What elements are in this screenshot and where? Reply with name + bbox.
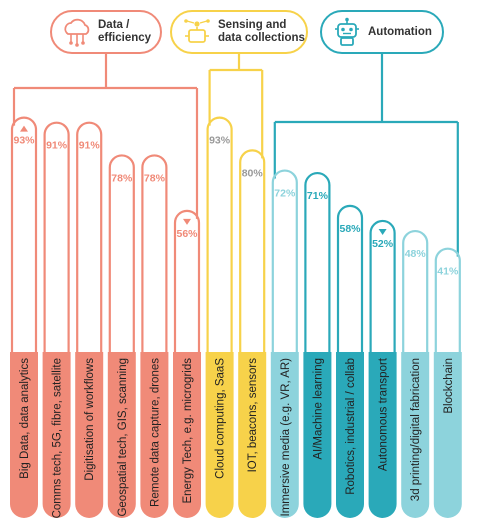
bar	[141, 154, 168, 352]
category-label: Big Data, data analytics	[19, 358, 31, 479]
group-pill-sensing: Sensing and data collections	[170, 10, 308, 54]
bar-value-label: 78%	[144, 172, 166, 184]
category-label: Autonomous transport	[378, 357, 390, 471]
bar-label-box	[368, 352, 397, 518]
bar	[43, 121, 70, 352]
category-label: Robotics, industrial / collab	[345, 358, 357, 495]
bar-value-label: 93%	[13, 135, 35, 147]
bar-label-box	[401, 352, 430, 518]
bar-value-label: 71%	[307, 190, 329, 202]
robot-icon	[335, 17, 359, 46]
arrow-down-icon	[183, 218, 191, 225]
bar-label-box	[336, 352, 364, 518]
bar-value-label: 93%	[209, 135, 231, 147]
bar-value-label: 52%	[372, 238, 394, 250]
group-pill-automation: Automation	[320, 10, 444, 54]
bar	[239, 149, 266, 352]
bar	[402, 229, 429, 352]
bar-value-label: 41%	[437, 266, 459, 278]
bar-value-label: 80%	[242, 167, 264, 179]
category-label: Energy Tech, e.g. microgrids	[182, 358, 194, 504]
bar-value-label: 58%	[339, 223, 361, 235]
category-label: IOT, beacons, sensors	[247, 358, 259, 473]
bar	[206, 116, 233, 352]
category-label: Geospatial tech, GIS, scanning	[117, 358, 129, 517]
bar	[10, 116, 38, 352]
bar	[108, 154, 135, 352]
category-label: 3d printing/digital fabrication	[410, 358, 422, 501]
bar-value-label: 91%	[46, 140, 68, 152]
group-label-automation: Automation	[368, 25, 432, 38]
bar-label-box	[270, 352, 299, 518]
group-label-sensing: Sensing and data collections	[218, 19, 305, 44]
bar-label-box	[303, 352, 332, 518]
cloud-network-icon	[64, 18, 90, 47]
bar-label-box	[173, 352, 201, 518]
category-label: Blockchain	[443, 358, 455, 414]
category-label: Immersive media (e.g. VR, AR)	[280, 358, 292, 517]
bar	[434, 247, 461, 352]
category-label: Remote data capture, drones	[149, 358, 161, 507]
category-label: Cloud computing, SaaS	[215, 358, 227, 479]
bar	[336, 204, 364, 352]
bar-label-box	[238, 352, 267, 519]
arrow-down-icon	[378, 228, 387, 235]
bar-label-box	[205, 352, 234, 518]
bar-label-box	[42, 352, 71, 518]
bar	[271, 169, 298, 352]
group-pill-data-efficiency: Data / efficiency	[50, 10, 162, 54]
group-label-data-efficiency: Data / efficiency	[98, 19, 152, 44]
bar-value-label: 91%	[79, 140, 101, 152]
bar-value-label: 56%	[176, 228, 198, 240]
bar	[369, 219, 396, 352]
bar	[76, 121, 103, 352]
bar-label-box	[75, 352, 104, 518]
sensor-chip-icon	[184, 19, 210, 43]
bar-label-box	[140, 352, 169, 518]
bar	[304, 171, 331, 352]
bar-label-box	[107, 352, 136, 518]
bar-label-box	[433, 352, 462, 518]
bar-label-box	[10, 352, 38, 518]
bar-value-label: 78%	[111, 172, 133, 184]
bar	[173, 209, 201, 352]
arrow-up-icon	[20, 125, 28, 132]
category-label: Digitisation of workflows	[84, 358, 96, 481]
category-label: Comms tech, 5G, fibre, satellite	[52, 358, 64, 518]
bar-value-label: 48%	[405, 248, 427, 260]
category-label: AI/Machine learning	[312, 358, 324, 460]
bar-value-label: 72%	[274, 188, 296, 200]
